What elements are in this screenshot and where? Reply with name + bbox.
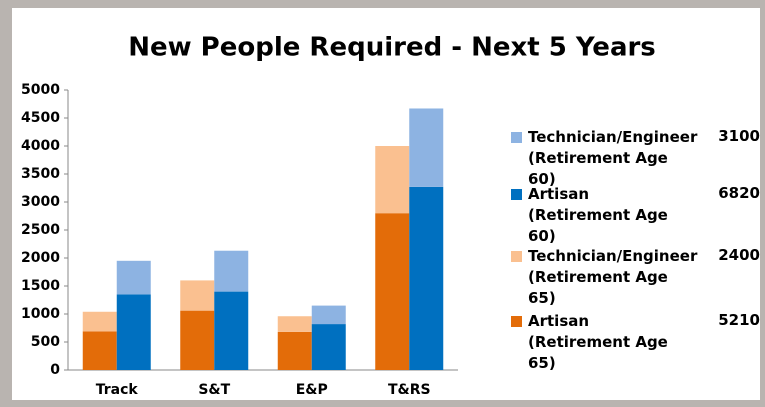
legend-swatch <box>511 316 522 327</box>
x-tick-label: S&T <box>198 382 230 398</box>
legend-label: Artisan (Retirement Age 65) <box>528 312 668 372</box>
bar-segment <box>409 186 444 370</box>
bar-segment <box>214 291 249 370</box>
legend-value: 6820 <box>718 184 760 202</box>
y-tick-label: 3500 <box>21 166 60 182</box>
bar-segment <box>82 311 117 332</box>
legend-value: 5210 <box>718 311 760 329</box>
bar-segment <box>277 331 312 370</box>
bar-segment <box>116 260 151 295</box>
x-tick-label: Track <box>96 382 139 398</box>
y-tick-label: 2000 <box>21 250 60 266</box>
bar-segment <box>180 310 215 370</box>
bar-segment <box>375 146 410 214</box>
y-tick-label: 5000 <box>21 82 60 98</box>
legend-label: Technician/Engineer (Retirement Age 65) <box>528 247 698 307</box>
legend-value: 3100 <box>718 127 760 145</box>
bar-segment <box>311 305 346 325</box>
y-tick-label: 0 <box>50 362 60 378</box>
y-tick-label: 3000 <box>21 194 60 210</box>
legend-value: 2400 <box>718 246 760 264</box>
x-tick-label: T&RS <box>388 382 431 398</box>
y-tick-label: 4500 <box>21 110 60 126</box>
y-tick-label: 1500 <box>21 278 60 294</box>
legend-label: Artisan (Retirement Age 60) <box>528 185 668 245</box>
bar-segment <box>214 250 249 292</box>
y-tick-label: 500 <box>31 334 60 350</box>
y-tick-label: 4000 <box>21 138 60 154</box>
bar-segment <box>180 280 215 311</box>
y-tick-label: 2500 <box>21 222 60 238</box>
legend-label: Technician/Engineer (Retirement Age 60) <box>528 128 698 188</box>
bar-segment <box>116 294 151 370</box>
y-tick-label: 1000 <box>21 306 60 322</box>
legend-swatch <box>511 189 522 200</box>
bar-segment <box>311 324 346 370</box>
bar-segment <box>277 316 312 332</box>
bar-segment <box>375 213 410 370</box>
bar-segment <box>409 108 444 187</box>
x-tick-label: E&P <box>296 382 328 398</box>
legend-swatch <box>511 132 522 143</box>
chart-title: New People Required - Next 5 Years <box>128 33 656 63</box>
bar-segment <box>82 331 117 370</box>
legend-swatch <box>511 251 522 262</box>
